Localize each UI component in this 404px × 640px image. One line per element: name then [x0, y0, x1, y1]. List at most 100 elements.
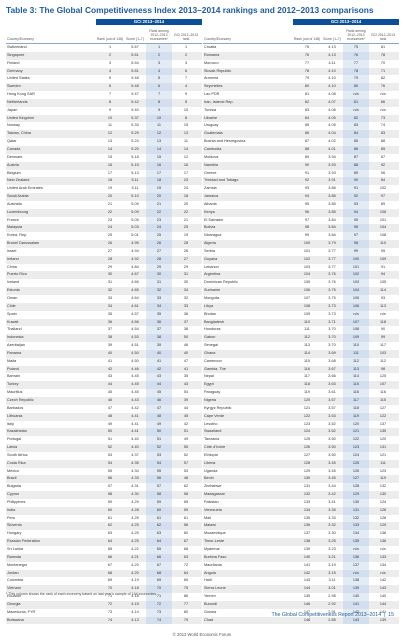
prev-rank-cell: 22	[183, 209, 189, 214]
rank-among-cell: 41	[146, 357, 172, 366]
rank-cell: 92	[304, 178, 310, 183]
rank-among-cell: 25	[146, 232, 172, 241]
rank-cell: 70	[107, 586, 113, 591]
prev-rank-cell: n/a	[380, 311, 386, 316]
score-cell: 3.93	[328, 170, 336, 175]
rank-among-cell: 143	[343, 616, 369, 625]
country-cell: Honduras	[204, 327, 221, 332]
country-cell: Croatia	[204, 45, 217, 49]
table-row: Madagascar 132 3.42 129 130	[203, 491, 399, 499]
country-cell: Libya	[204, 303, 214, 308]
rank-cell: 132	[303, 492, 311, 497]
country-cell: Swaziland	[204, 429, 222, 434]
table-row: Burkina Faso 140 3.21 136 133	[203, 553, 399, 562]
score-cell: 4.43	[131, 397, 139, 402]
table-row: Latvia 52 4.40 52 55	[6, 444, 202, 452]
table-row: Mauritania 141 3.19 137 134	[203, 561, 399, 570]
prev-rank-cell: 40	[183, 350, 189, 355]
rank-cell: 91	[304, 170, 310, 175]
rank-among-cell: 85	[343, 138, 369, 146]
prev-rank-cell: 82	[380, 76, 386, 81]
table-row: New Zealand 18 5.11 18 23	[6, 177, 202, 186]
score-cell: 3.77	[328, 264, 336, 269]
rank-cell: 98	[304, 225, 310, 230]
rank-among-cell: 69	[146, 577, 172, 586]
country-cell: Qatar	[7, 139, 17, 144]
country-cell: Slovak Republic	[204, 68, 232, 73]
score-cell: 5.13	[131, 170, 139, 175]
rank-among-cell: 83	[343, 122, 369, 131]
country-cell: Ethiopia	[204, 452, 218, 457]
country-cell: Dominican Republic	[204, 280, 238, 285]
table-row: Mozambique 137 3.30 134 138	[203, 530, 399, 539]
prev-rank-cell: 144	[379, 601, 387, 606]
rank-cell: 16	[107, 162, 113, 167]
rank-among-cell: 15	[146, 153, 172, 162]
rank-cell: 137	[303, 531, 311, 536]
country-cell: Angola	[204, 570, 216, 575]
score-cell: 4.15	[131, 601, 139, 606]
table-row: Uganda 129 3.45 126 123	[203, 467, 399, 476]
rank-cell: 108	[303, 303, 311, 308]
prev-rank-cell: 44	[183, 405, 189, 410]
prev-rank-cell: 48	[183, 476, 189, 481]
table-row: Hungary 63 4.25 63 60	[6, 530, 202, 539]
score-cell: 2.92	[328, 601, 336, 606]
country-cell: New Zealand	[7, 178, 30, 183]
country-cell: Korea, Rep.	[7, 233, 28, 238]
prev-rank-cell: 78	[380, 52, 386, 57]
page-number: 15	[388, 612, 394, 618]
score-cell: 4.20	[131, 562, 139, 567]
rank-cell: 82	[304, 99, 310, 104]
prev-rank-cell: 54	[183, 390, 189, 395]
rank-cell: 89	[304, 154, 310, 159]
score-cell: 5.09	[131, 201, 139, 206]
rank-among-cell: 10	[146, 114, 172, 123]
table-row: Bhutan 109 3.73 n/a n/a	[203, 310, 399, 319]
table-row: Mexico 55 4.34 55 53	[6, 467, 202, 476]
table-row: Panama 40 4.50 40 40	[6, 349, 202, 358]
rank-cell: 38	[107, 335, 113, 340]
country-cell: Lesotho	[204, 421, 218, 426]
table-row: Mali 135 3.33 132 128	[203, 514, 399, 523]
country-cell: Nigeria	[204, 397, 217, 402]
rankings-table-right: GCI 2013–2014 Country/Economy Rank (out …	[203, 19, 399, 625]
table-row: Namibia 90 3.93 88 92	[203, 161, 399, 170]
rank-among-cell: 128	[343, 483, 369, 492]
rank-cell: 64	[107, 539, 113, 544]
prev-rank-cell: 80	[183, 609, 189, 614]
table-row: Bolivia 98 3.84 96 104	[203, 224, 399, 233]
footer: The Global Competitiveness Report 2013–2…	[271, 612, 395, 618]
country-cell: United Kingdom	[7, 115, 35, 120]
rank-cell: 81	[304, 92, 310, 97]
rank-among-cell: 50	[146, 428, 172, 437]
rank-among-cell: 131	[343, 506, 369, 515]
prev-rank-cell: 38	[183, 327, 189, 332]
score-cell: 3.70	[328, 335, 336, 340]
table-row: Uruguay 85 4.05 83 74	[203, 122, 399, 131]
rank-among-cell: 139	[343, 585, 369, 594]
score-cell: 4.57	[131, 311, 139, 316]
table-row: United Kingdom 10 5.37 10 8	[6, 114, 202, 123]
rank-cell: 133	[303, 499, 311, 504]
score-cell: 4.07	[328, 99, 336, 104]
country-cell: Jamaica	[204, 194, 219, 199]
score-cell: 5.24	[131, 139, 139, 144]
rank-cell: 35	[107, 311, 113, 316]
country-cell: Lao PDR	[204, 92, 220, 97]
rank-cell: 14	[107, 146, 113, 151]
table-row: Oman 33 4.64 33 32	[6, 295, 202, 303]
prev-rank-cell: 87	[380, 154, 386, 159]
rank-among-cell: 107	[343, 318, 369, 327]
country-cell: Costa Rica	[7, 460, 26, 465]
rank-among-cell: 81	[343, 98, 369, 107]
country-cell: Panama	[7, 350, 22, 355]
prev-rank-cell: 55	[183, 445, 189, 450]
rank-among-cell: 22	[146, 208, 172, 217]
col-header-rank-among: Rank among 2012–2013 economies*	[149, 29, 169, 42]
rank-among-cell: 2	[146, 51, 172, 60]
prev-rank-cell: 137	[379, 421, 387, 426]
col-header-score: Score (1–7)	[323, 37, 341, 42]
rank-cell: 114	[303, 350, 311, 355]
rank-cell: 116	[303, 366, 311, 371]
